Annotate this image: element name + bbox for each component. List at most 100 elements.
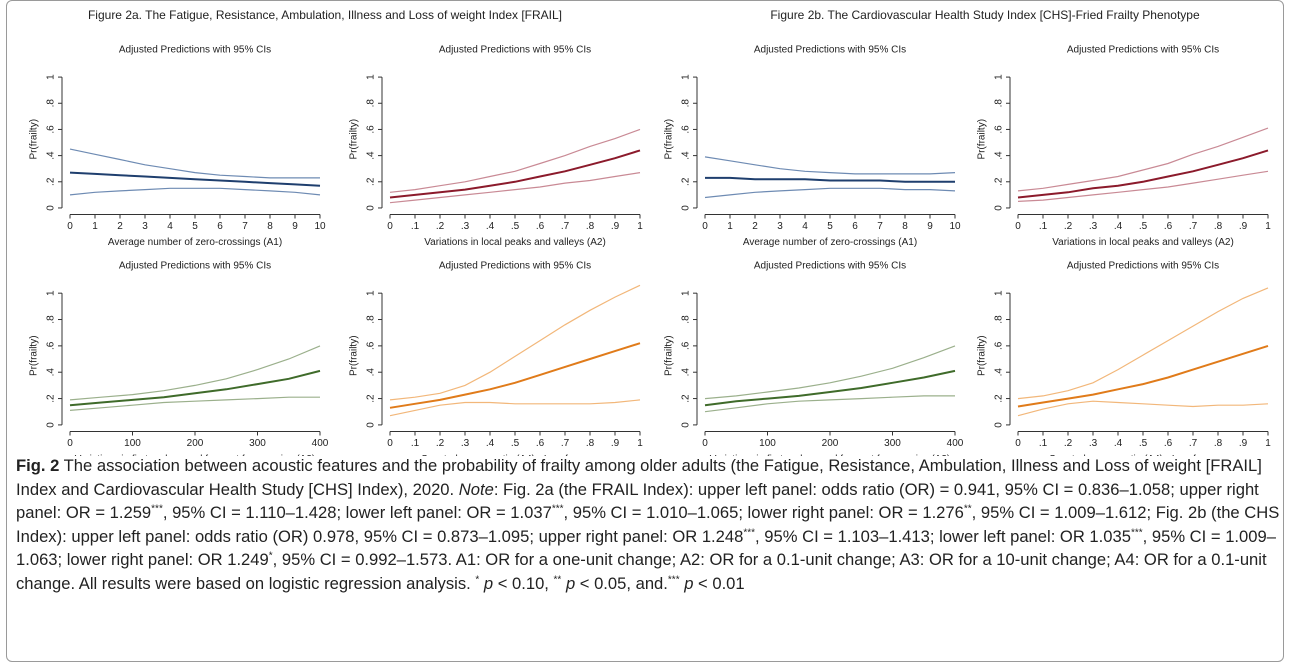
y-axis-label: Pr(frailty) bbox=[664, 119, 675, 160]
x-tick-label: 200 bbox=[822, 438, 839, 449]
caption-text: < 0.05, and. bbox=[575, 573, 668, 593]
x-tick-label: 100 bbox=[124, 438, 141, 449]
y-tick-label: 1 bbox=[994, 74, 1005, 80]
y-tick-label: 0 bbox=[681, 205, 692, 211]
y-tick-label: 1 bbox=[366, 74, 377, 80]
x-tick-label: 8 bbox=[902, 221, 908, 232]
y-tick-label: .2 bbox=[994, 394, 1005, 403]
x-tick-label: 4 bbox=[167, 221, 173, 232]
x-tick-label: .5 bbox=[1139, 221, 1148, 232]
series-line bbox=[389, 149, 641, 199]
y-tick-label: .8 bbox=[994, 99, 1005, 108]
caption-text: , 95% CI = 1.009–1.612; Fig. 2b (the CHS… bbox=[16, 503, 1280, 546]
x-tick-label: .7 bbox=[1189, 438, 1198, 449]
x-tick-label: 1 bbox=[637, 438, 643, 449]
caption-sup: * bbox=[268, 550, 273, 562]
x-tick-label: 2 bbox=[117, 221, 123, 232]
x-tick-label: 10 bbox=[949, 221, 961, 232]
series-line bbox=[69, 369, 321, 407]
x-tick-label: .4 bbox=[1114, 438, 1123, 449]
series-line bbox=[704, 369, 956, 407]
x-tick-label: .5 bbox=[1139, 438, 1148, 449]
y-tick-label: .8 bbox=[366, 99, 377, 108]
x-tick-label: 1 bbox=[1265, 438, 1271, 449]
y-axis-label: Pr(frailty) bbox=[977, 335, 988, 376]
y-tick-label: 1 bbox=[366, 290, 377, 296]
x-tick-label: .3 bbox=[1089, 221, 1098, 232]
x-tick-label: 400 bbox=[947, 438, 964, 449]
y-axis-label: Pr(frailty) bbox=[29, 335, 40, 376]
y-tick-label: .4 bbox=[994, 368, 1005, 377]
x-tick-label: .6 bbox=[1164, 438, 1173, 449]
x-tick-label: .5 bbox=[511, 221, 520, 232]
y-tick-label: .8 bbox=[46, 315, 57, 324]
x-tick-label: .8 bbox=[586, 221, 595, 232]
caption-sup: * bbox=[475, 574, 480, 586]
x-tick-label: .2 bbox=[1064, 438, 1073, 449]
x-tick-label: 1 bbox=[1265, 221, 1271, 232]
y-tick-label: 0 bbox=[46, 422, 57, 428]
y-tick-label: 0 bbox=[994, 422, 1005, 428]
x-tick-label: 10 bbox=[314, 221, 326, 232]
x-tick-label: 2 bbox=[752, 221, 758, 232]
x-tick-label: 1 bbox=[637, 221, 643, 232]
x-tick-label: .3 bbox=[1089, 438, 1098, 449]
series-line bbox=[389, 399, 641, 417]
panel-title: Adjusted Predictions with 95% CIs bbox=[439, 45, 591, 56]
x-tick-label: .8 bbox=[1214, 438, 1223, 449]
figure-caption: Fig. 2 The association between acoustic … bbox=[16, 454, 1282, 596]
x-tick-label: 400 bbox=[312, 438, 329, 449]
x-tick-label: 1 bbox=[727, 221, 733, 232]
x-tick-label: .9 bbox=[611, 438, 620, 449]
x-tick-label: 3 bbox=[142, 221, 148, 232]
series-line bbox=[389, 342, 641, 409]
x-tick-label: 6 bbox=[852, 221, 858, 232]
series-line bbox=[704, 187, 956, 199]
figure-frame bbox=[6, 0, 1284, 662]
caption-sup: ** bbox=[553, 574, 562, 586]
group-title: Figure 2b. The Cardiovascular Health Stu… bbox=[770, 8, 1200, 22]
x-tick-label: 0 bbox=[387, 221, 393, 232]
series-line bbox=[389, 284, 641, 401]
y-tick-label: .2 bbox=[46, 177, 57, 186]
x-tick-label: .3 bbox=[461, 438, 470, 449]
y-axis-label: Pr(frailty) bbox=[349, 335, 360, 376]
y-axis-label: Pr(frailty) bbox=[664, 335, 675, 376]
series-line bbox=[1017, 287, 1269, 400]
x-tick-label: .4 bbox=[1114, 221, 1123, 232]
x-axis-label: Variations in first and second formant f… bbox=[75, 454, 316, 456]
x-tick-label: .9 bbox=[1239, 221, 1248, 232]
x-tick-label: 9 bbox=[927, 221, 933, 232]
y-tick-label: .6 bbox=[366, 341, 377, 350]
x-tick-label: .4 bbox=[486, 438, 495, 449]
series-line bbox=[1017, 127, 1269, 192]
x-tick-label: 6 bbox=[217, 221, 223, 232]
panel-title: Adjusted Predictions with 95% CIs bbox=[119, 261, 271, 272]
series-line bbox=[1017, 149, 1269, 199]
x-axis-label: Variations in local peaks and valleys (A… bbox=[424, 237, 606, 248]
x-tick-label: .7 bbox=[1189, 221, 1198, 232]
y-tick-label: .8 bbox=[46, 99, 57, 108]
series-line bbox=[389, 128, 641, 193]
y-tick-label: .2 bbox=[994, 177, 1005, 186]
y-axis-label: Pr(frailty) bbox=[977, 119, 988, 160]
y-tick-label: .4 bbox=[994, 151, 1005, 160]
y-axis-label: Pr(frailty) bbox=[29, 119, 40, 160]
panel-title: Adjusted Predictions with 95% CIs bbox=[1067, 261, 1219, 272]
caption-text: , 95% CI = 1.010–1.065; lower right pane… bbox=[563, 503, 964, 523]
panel-title: Adjusted Predictions with 95% CIs bbox=[754, 45, 906, 56]
x-tick-label: 0 bbox=[387, 438, 393, 449]
series-line bbox=[69, 148, 320, 179]
x-tick-label: 0 bbox=[1015, 221, 1021, 232]
x-tick-label: 0 bbox=[702, 221, 708, 232]
x-tick-label: 7 bbox=[242, 221, 248, 232]
x-tick-label: .2 bbox=[1064, 221, 1073, 232]
series-line bbox=[69, 345, 321, 401]
x-tick-label: .1 bbox=[411, 438, 420, 449]
panel-title: Adjusted Predictions with 95% CIs bbox=[754, 261, 906, 272]
series-line bbox=[704, 345, 956, 400]
x-tick-label: .7 bbox=[561, 221, 570, 232]
figure-panels: Figure 2a. The Fatigue, Resistance, Ambu… bbox=[29, 8, 1272, 456]
y-tick-label: .8 bbox=[366, 315, 377, 324]
y-tick-label: 0 bbox=[994, 205, 1005, 211]
